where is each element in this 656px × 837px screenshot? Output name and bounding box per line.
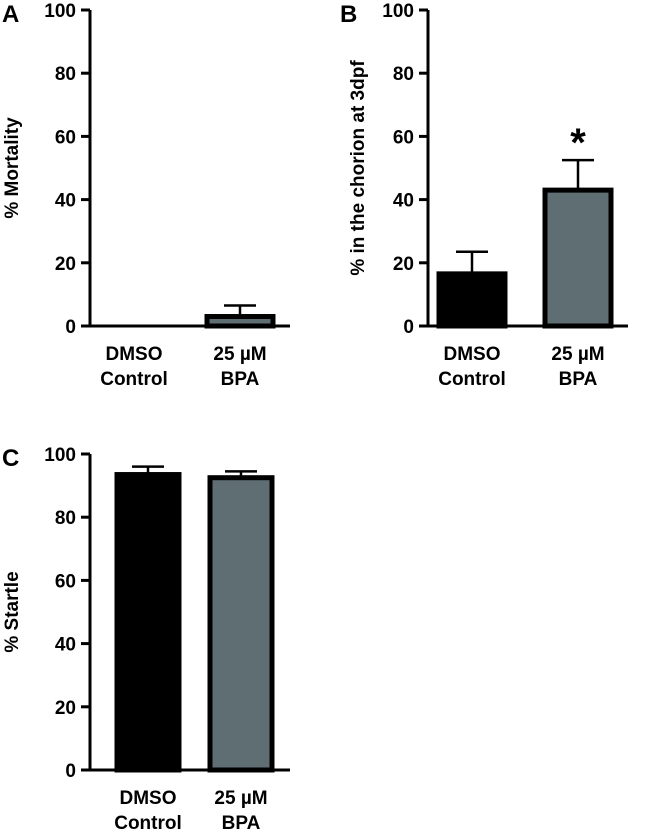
- x-category-label: BPA: [221, 369, 260, 390]
- x-category-label: 25 µM: [551, 344, 604, 365]
- x-category-label: BPA: [222, 813, 261, 834]
- bar-bpa: [207, 475, 275, 773]
- y-tick-label: 20: [393, 254, 414, 275]
- y-tick-label: 40: [55, 191, 76, 212]
- x-category-label: DMSO: [444, 344, 501, 365]
- panel-letter-c: C: [2, 445, 19, 472]
- y-tick-label: 60: [55, 571, 76, 592]
- x-category-label: Control: [100, 369, 168, 390]
- panel-a: A % Mortality 0 20 40 60 80 100 DMSO Control 25 µM…: [2, 1, 290, 390]
- y-tick-label: 100: [382, 1, 414, 22]
- bar-dmso-control: [436, 271, 508, 329]
- x-category-label: BPA: [559, 369, 598, 390]
- y-tick-label: 60: [393, 127, 414, 148]
- x-category-label: DMSO: [106, 344, 163, 365]
- y-axis-title: % Mortality: [2, 117, 23, 219]
- x-category-label: Control: [438, 369, 506, 390]
- y-axis-title: % in the chorion at 3dpf: [348, 60, 369, 276]
- panel-letter-b: B: [340, 1, 357, 28]
- y-tick-label: 80: [393, 64, 414, 85]
- bar-bpa: [542, 187, 614, 329]
- x-category-label: 25 µM: [213, 344, 266, 365]
- y-tick-label: 100: [44, 445, 76, 466]
- x-category-label: DMSO: [120, 788, 177, 809]
- y-tick-label: 0: [65, 317, 76, 338]
- panel-c: C % Startle 0 20 40 60 80 100 DMSO Control 25 µM BP…: [2, 445, 290, 834]
- significance-asterisk: *: [570, 121, 586, 165]
- bar-dmso-control: [114, 472, 182, 773]
- x-category-label: Control: [114, 813, 182, 834]
- y-tick-label: 20: [55, 254, 76, 275]
- y-tick-label: 40: [55, 635, 76, 656]
- y-tick-label: 100: [44, 1, 76, 22]
- y-tick-label: 40: [393, 191, 414, 212]
- y-tick-label: 0: [65, 761, 76, 782]
- panel-b: B % in the chorion at 3dpf * 0 20 40 60 80 100 DM…: [340, 1, 628, 390]
- y-tick-label: 80: [55, 64, 76, 85]
- y-tick-label: 60: [55, 127, 76, 148]
- y-tick-label: 0: [403, 317, 414, 338]
- panel-letter-a: A: [2, 1, 19, 28]
- y-tick-label: 20: [55, 698, 76, 719]
- y-axis-title: % Startle: [2, 571, 23, 652]
- x-category-label: 25 µM: [214, 788, 267, 809]
- y-tick-label: 80: [55, 508, 76, 529]
